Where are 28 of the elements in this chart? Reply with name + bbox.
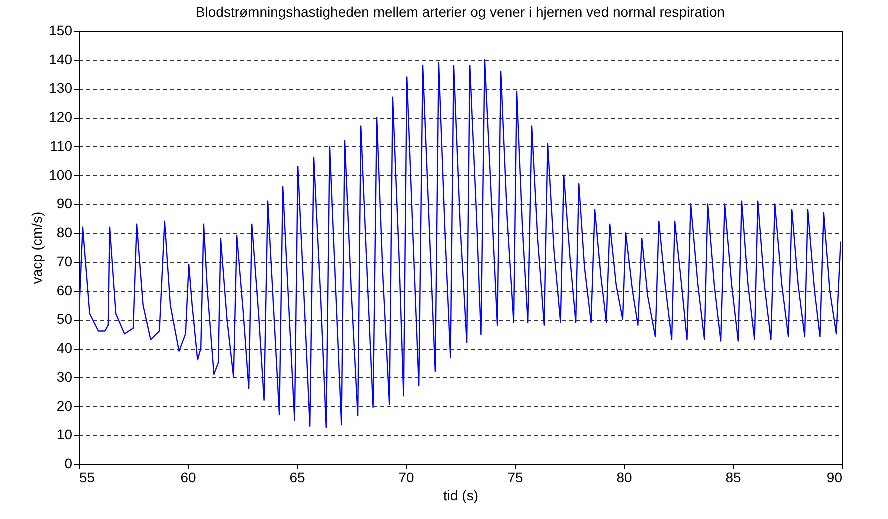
x-tick-label: 75 — [508, 470, 524, 486]
x-axis-title: tid (s) — [444, 488, 478, 504]
y-tick-label: 50 — [56, 311, 73, 328]
x-tick-label: 85 — [726, 470, 742, 486]
x-tick-label: 70 — [398, 470, 414, 486]
y-tick-label: 100 — [49, 166, 73, 183]
y-tick-label: 80 — [56, 224, 73, 241]
y-tick-label: 0 — [64, 456, 73, 472]
y-tick-label: 40 — [56, 340, 73, 356]
y-tick-label: 30 — [56, 368, 73, 385]
line-series — [79, 59, 842, 429]
y-tick-label: 150 — [49, 22, 73, 38]
y-tick-label: 20 — [56, 398, 73, 414]
y-tick-label: 90 — [56, 196, 73, 212]
y-tick-label: 10 — [56, 426, 73, 443]
y-tick-label: 70 — [56, 253, 73, 270]
y-axis-title: vacp (cm/s) — [29, 212, 46, 284]
y-tick-label: 130 — [49, 80, 73, 96]
chart-title: Blodstrømningshastigheden mellem arterier og vener i hjernen ved normal respiration — [196, 4, 726, 20]
y-tick-label: 120 — [49, 109, 73, 126]
y-tick-label: 60 — [56, 282, 73, 298]
x-tick-label: 55 — [80, 470, 96, 486]
y-tick-label: 140 — [49, 51, 73, 68]
x-tick-label: 65 — [290, 470, 306, 486]
x-tick-label: 80 — [616, 470, 632, 486]
y-tick-label: 110 — [50, 138, 73, 154]
x-tick-label: 60 — [180, 470, 196, 486]
x-tick-label: 90 — [826, 470, 843, 486]
